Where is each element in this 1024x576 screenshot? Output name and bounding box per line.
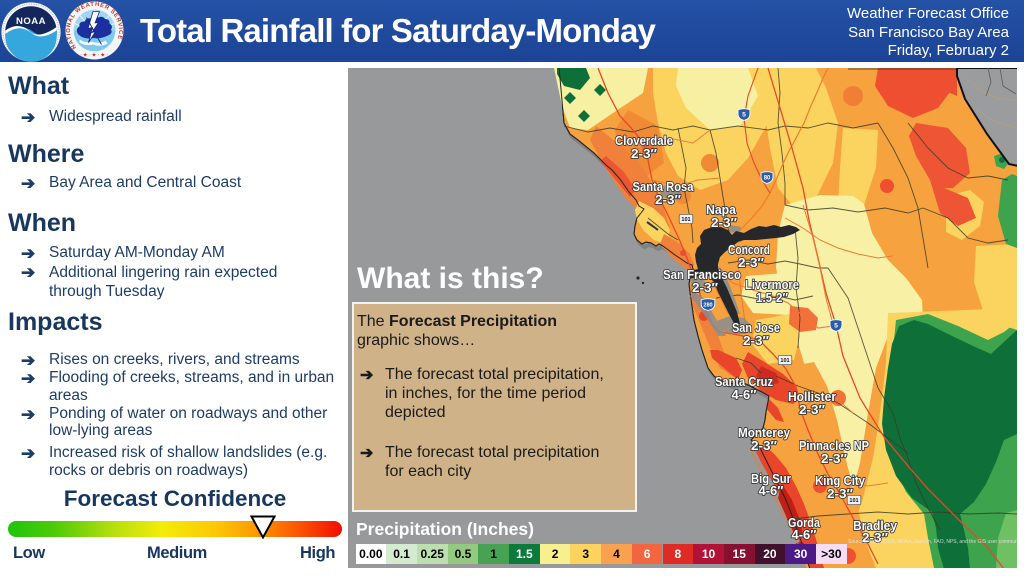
- svg-text:Napa: Napa: [706, 202, 737, 217]
- svg-text:2-3″: 2-3″: [655, 192, 681, 207]
- svg-text:2-3″: 2-3″: [692, 280, 718, 295]
- svg-text:101: 101: [681, 217, 690, 223]
- svg-text:NOAA: NOAA: [16, 16, 46, 27]
- svg-text:280: 280: [703, 302, 712, 308]
- svg-text:2-3″: 2-3″: [738, 255, 764, 270]
- svg-text:2-3″: 2-3″: [631, 146, 657, 161]
- svg-text:Big Sur: Big Sur: [751, 471, 791, 486]
- svg-text:King City: King City: [815, 473, 866, 488]
- svg-text:Cloverdale: Cloverdale: [615, 133, 673, 148]
- svg-text:Bradley: Bradley: [853, 518, 898, 533]
- svg-text:2-3″: 2-3″: [799, 402, 825, 417]
- svg-text:101: 101: [780, 358, 789, 364]
- svg-text:80: 80: [764, 176, 771, 182]
- svg-text:4-6″: 4-6″: [759, 483, 784, 498]
- svg-text:Sources: Esri, USGS, NOAA, Gar: Sources: Esri, USGS, NOAA, Garmin, FAO, …: [848, 539, 1017, 545]
- svg-text:San Jose: San Jose: [732, 320, 780, 335]
- svg-text:2-3″: 2-3″: [743, 333, 769, 348]
- svg-text:Santa Cruz: Santa Cruz: [715, 374, 773, 389]
- svg-text:2-3″: 2-3″: [751, 438, 777, 453]
- svg-text:Hollister: Hollister: [788, 389, 836, 404]
- svg-text:Monterey: Monterey: [738, 425, 791, 440]
- svg-text:2-3″: 2-3″: [862, 530, 888, 545]
- svg-text:4-6″: 4-6″: [732, 387, 757, 402]
- svg-text:Santa Rosa: Santa Rosa: [633, 179, 695, 194]
- svg-text:Pinnacles NP: Pinnacles NP: [799, 438, 869, 453]
- svg-text:1.5-2″: 1.5-2″: [756, 290, 788, 305]
- svg-text:San Francisco: San Francisco: [663, 267, 741, 282]
- svg-text:2-3″: 2-3″: [827, 486, 853, 501]
- svg-text:5: 5: [834, 323, 838, 330]
- svg-text:Concord: Concord: [728, 242, 770, 257]
- svg-text:Gorda: Gorda: [788, 515, 821, 530]
- svg-text:Livermore: Livermore: [745, 277, 799, 292]
- svg-text:5: 5: [742, 112, 746, 119]
- svg-text:101: 101: [849, 498, 858, 504]
- svg-text:2-3″: 2-3″: [821, 451, 847, 466]
- svg-text:4-6″: 4-6″: [792, 527, 817, 542]
- svg-text:2-3″: 2-3″: [711, 215, 737, 230]
- svg-text:·★·★·★·: ·★·★·★·: [80, 52, 109, 59]
